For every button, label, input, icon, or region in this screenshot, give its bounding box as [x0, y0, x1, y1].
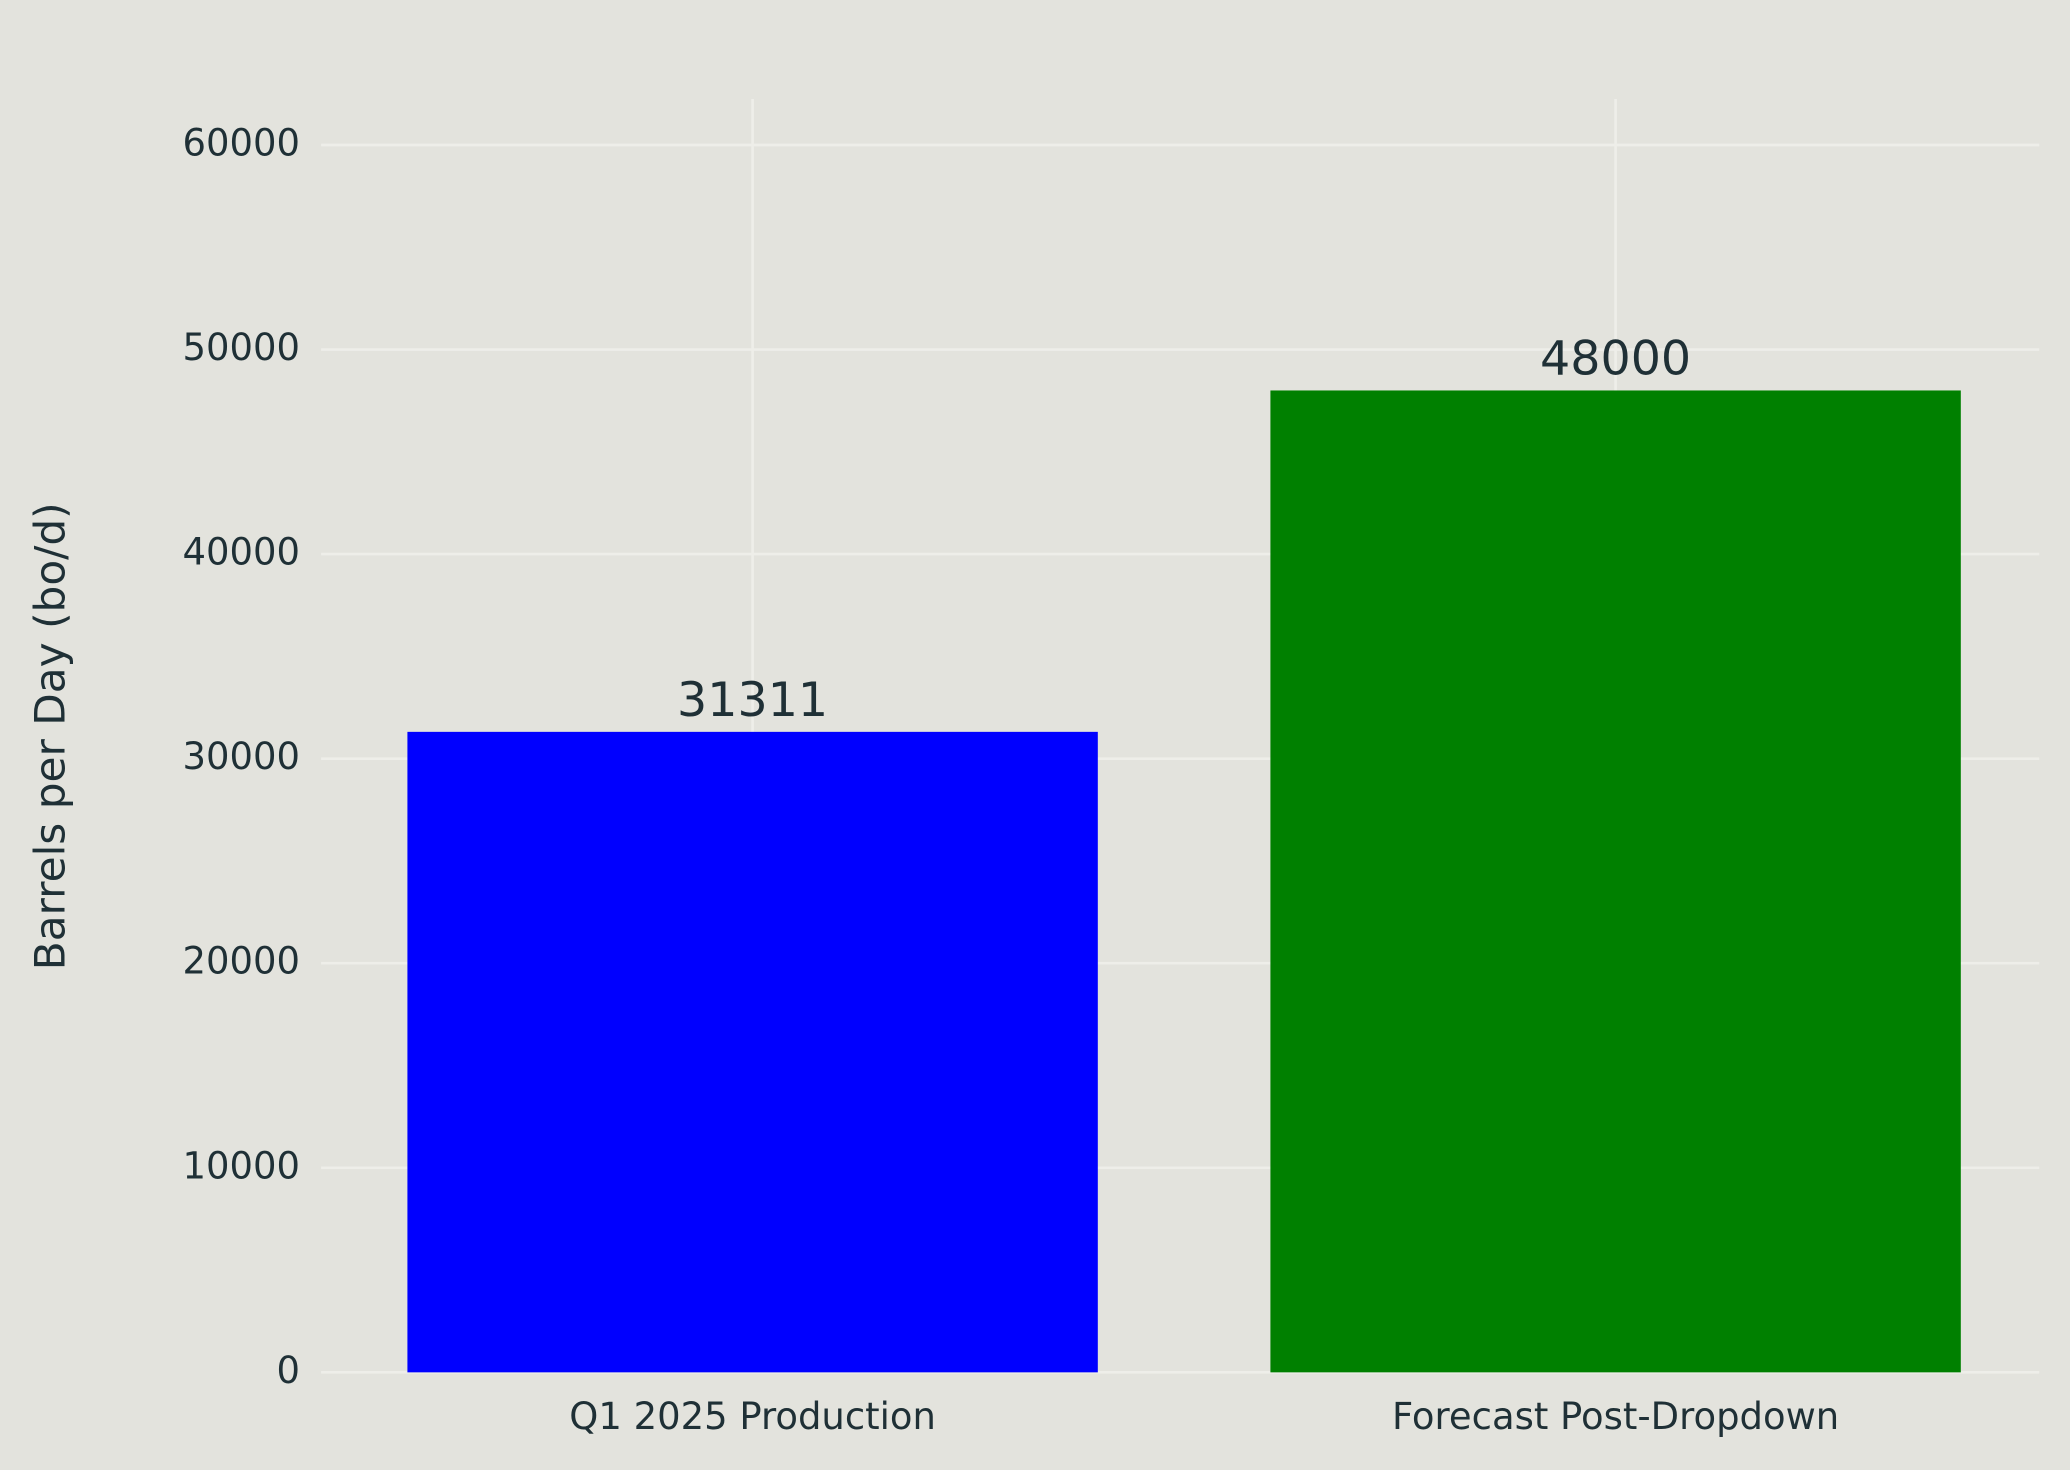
value-label: 31311 — [677, 673, 828, 728]
y-tick-label: 60000 — [182, 121, 300, 164]
x-tick-label: Q1 2025 Production — [569, 1395, 936, 1438]
y-tick-label: 40000 — [182, 531, 300, 574]
y-tick-label: 30000 — [182, 735, 300, 778]
y-tick-label: 50000 — [182, 326, 300, 369]
bar — [1270, 390, 1961, 1373]
y-axis-title: Barrels per Day (bo/d) — [26, 502, 75, 970]
x-tick-label: Forecast Post-Dropdown — [1392, 1395, 1839, 1438]
y-tick-label: 0 — [276, 1349, 300, 1392]
y-tick-label: 20000 — [182, 940, 300, 983]
value-label: 48000 — [1540, 331, 1691, 386]
bar — [407, 731, 1098, 1373]
y-tick-label: 10000 — [182, 1144, 300, 1187]
